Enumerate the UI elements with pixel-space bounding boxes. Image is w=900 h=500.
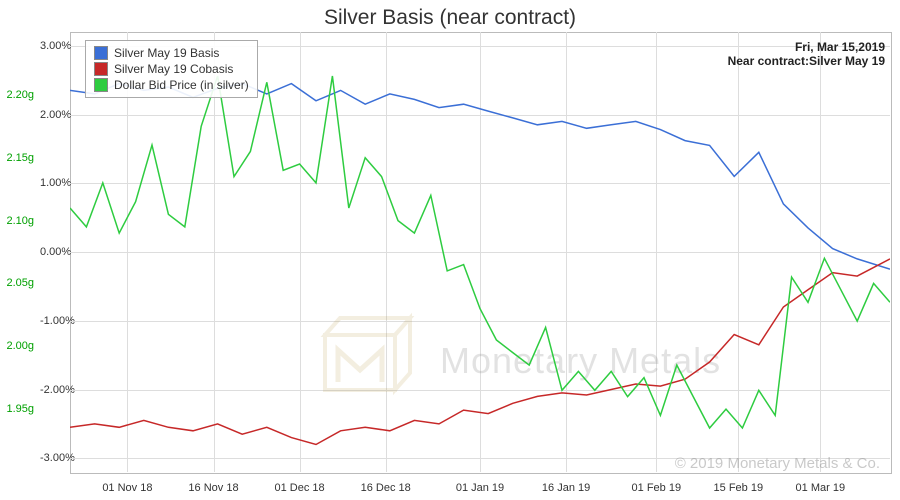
chart-container: Silver Basis (near contract) Fri, Mar 15… <box>0 0 900 500</box>
y-right-tick-label: 2.05g <box>2 277 34 289</box>
annotation-date: Fri, Mar 15,2019 <box>728 40 885 54</box>
y-left-tick-label: -1.00% <box>40 315 70 327</box>
y-left-tick-label: 3.00% <box>40 40 70 52</box>
line-series-svg <box>70 32 890 472</box>
annotation-contract: Near contract:Silver May 19 <box>728 54 885 68</box>
legend-swatch <box>94 62 108 76</box>
y-right-tick-label: 2.10g <box>2 215 34 227</box>
x-tick-label: 01 Dec 18 <box>275 482 325 494</box>
y-right-tick-label: 2.20g <box>2 89 34 101</box>
x-tick-label: 16 Jan 19 <box>542 482 590 494</box>
legend-box: Silver May 19 Basis Silver May 19 Cobasis… <box>85 40 258 98</box>
legend-label: Dollar Bid Price (in silver) <box>114 78 249 92</box>
y-left-tick-label: 0.00% <box>40 246 70 258</box>
y-right-tick-label: 2.00g <box>2 340 34 352</box>
x-tick-label: 16 Dec 18 <box>361 482 411 494</box>
x-tick-label: 01 Jan 19 <box>456 482 504 494</box>
y-left-tick-label: -2.00% <box>40 384 70 396</box>
series-cobasis <box>70 259 890 445</box>
y-left-tick-label: -3.00% <box>40 452 70 464</box>
legend-label: Silver May 19 Cobasis <box>114 62 233 76</box>
date-annotation: Fri, Mar 15,2019 Near contract:Silver Ma… <box>728 40 885 68</box>
y-left-tick-label: 1.00% <box>40 177 70 189</box>
y-right-tick-label: 1.95g <box>2 403 34 415</box>
legend-swatch <box>94 46 108 60</box>
legend-swatch <box>94 78 108 92</box>
y-right-tick-label: 2.15g <box>2 152 34 164</box>
legend-item: Dollar Bid Price (in silver) <box>94 77 249 93</box>
x-tick-label: 16 Nov 18 <box>188 482 238 494</box>
x-tick-label: 15 Feb 19 <box>714 482 764 494</box>
x-tick-label: 01 Mar 19 <box>796 482 846 494</box>
series-dollar_bid <box>70 76 890 428</box>
x-tick-label: 01 Nov 18 <box>102 482 152 494</box>
x-tick-label: 01 Feb 19 <box>632 482 682 494</box>
y-left-tick-label: 2.00% <box>40 109 70 121</box>
legend-item: Silver May 19 Cobasis <box>94 61 249 77</box>
chart-title: Silver Basis (near contract) <box>0 0 900 30</box>
legend-item: Silver May 19 Basis <box>94 45 249 61</box>
legend-label: Silver May 19 Basis <box>114 46 219 60</box>
